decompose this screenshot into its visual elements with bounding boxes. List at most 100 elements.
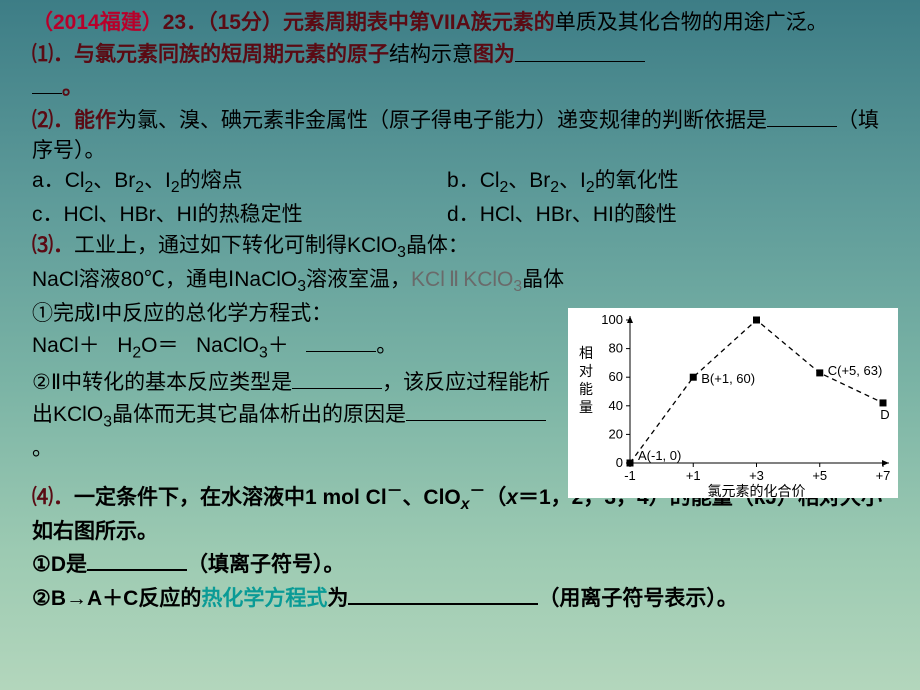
- opt-a-tail: 的熔点: [180, 169, 243, 192]
- q2-opt-b: b．Cl2、Br2、I2的氧化性: [447, 166, 679, 200]
- eq-c: O＝: [141, 334, 178, 357]
- q4-sub1-b: （填离子符号）。: [187, 553, 345, 576]
- svg-text:80: 80: [609, 341, 623, 356]
- q2-text-b: 为氯、溴、碘元素非金属性（原子得电子能力）递变规律的判断依据是: [116, 109, 767, 132]
- q4-sub2-blank: [348, 581, 538, 605]
- q3-sub1: ①完成Ⅰ中反应的总化学方程式：: [32, 299, 552, 329]
- chart-svg: 0 20 40 60 80 100 -1 +1 +3 +5 +7 相对能量氯元素的化合价 A(-1, 0…: [568, 308, 898, 498]
- q4-sub1-a: ①D是: [32, 553, 87, 576]
- intro-text-1: 元素周期表中第VIIA族元素的: [283, 11, 555, 34]
- q4-text-b: 、ClO: [402, 486, 460, 509]
- q3-sub2-a: ②Ⅱ中转化的基本反应类型是: [32, 371, 292, 394]
- svg-text:A(-1, 0): A(-1, 0): [638, 448, 681, 463]
- q3-sub2-blank2: [406, 398, 546, 421]
- svg-text:+3: +3: [749, 468, 764, 483]
- question-header: （2014福建）23．（15分）元素周期表中第VIIA族元素的单质及其化合物的用…: [32, 8, 888, 38]
- opt-a-pref: a．: [32, 169, 65, 192]
- q1-text-b: 结构示意: [389, 44, 473, 67]
- q3-text-a: 工业上，通过如下转化可制得KClO: [74, 234, 397, 257]
- svg-text:0: 0: [616, 455, 623, 470]
- q4-text-a: 一定条件下，在水溶液中1 mol Cl: [74, 486, 387, 509]
- q3-sub2-tail: 。: [32, 437, 53, 460]
- q3-flow: NaCl溶液80℃，通电ⅠNaClO3溶液室温，KClⅡKClO3晶体: [32, 265, 888, 299]
- svg-text:+7: +7: [876, 468, 891, 483]
- q4-sub2-a: ②B→A＋C反应的: [32, 587, 201, 610]
- svg-text:氯元素的化合价: 氯元素的化合价: [708, 483, 806, 498]
- q4-sub1-blank: [87, 547, 187, 571]
- q3-sub2-b: ，: [382, 371, 403, 394]
- eq-blank: [306, 329, 376, 352]
- eq-tail: 。: [376, 334, 397, 357]
- opt-c-pref: c．: [32, 203, 64, 226]
- q2-opt-c: c．HCl、HBr、HI的热稳定性: [32, 200, 447, 230]
- q3-sub1-label: ①完成Ⅰ中反应的总化学方程式：: [32, 302, 332, 325]
- q2-text-a: 能作: [74, 109, 116, 132]
- question-3: ⑶．工业上，通过如下转化可制得KClO3晶体：: [32, 231, 888, 265]
- svg-text:+5: +5: [812, 468, 827, 483]
- svg-text:D: D: [880, 407, 889, 422]
- q1-blank2: [32, 71, 62, 94]
- eq-e: ＋: [268, 334, 289, 357]
- q4-sub2-d: （用离子符号表示）。: [538, 587, 738, 610]
- energy-chart: 0 20 40 60 80 100 -1 +1 +3 +5 +7 相对能量氯元素的化合价 A(-1, 0…: [568, 308, 898, 498]
- opt-c-body: HCl、HBr、HI的热稳定性: [64, 203, 303, 226]
- svg-text:+1: +1: [686, 468, 701, 483]
- source-label: （2014福建）: [32, 11, 163, 34]
- opt-a-cl: Cl: [65, 169, 85, 192]
- q4-sub2-b: 热化学方程式: [201, 587, 327, 610]
- question-1: ⑴．与氯元素同族的短周期元素的原子结构示意图为。: [32, 38, 888, 103]
- opt-b-tail: 的氧化性: [595, 169, 679, 192]
- svg-text:B(+1, 60): B(+1, 60): [701, 371, 755, 386]
- q2-blank: [767, 104, 837, 127]
- q3-sub2: ②Ⅱ中转化的基本反应类型是，该反应过程能析出KClO3晶体而无其它晶体析出的原因…: [32, 366, 552, 465]
- question-number: 23．: [163, 11, 207, 34]
- q4-sub2-c: 为: [327, 587, 348, 610]
- q4-label: ⑷．: [32, 486, 74, 509]
- opt-d-body: HCl、HBr、HI的酸性: [480, 203, 677, 226]
- q3-text-a2: 晶体：: [406, 234, 469, 257]
- q3-flow-b: 溶液室温，: [306, 268, 411, 291]
- opt-a-br: 、Br: [93, 169, 135, 192]
- points-label: （15分）: [207, 11, 283, 34]
- q3-sub2-d: 晶体而无其它晶体析出的原因是: [112, 403, 406, 426]
- svg-text:C(+5, 63): C(+5, 63): [828, 363, 883, 378]
- q2-options-row2: c．HCl、HBr、HI的热稳定性 d．HCl、HBr、HI的酸性: [32, 200, 888, 230]
- eq-b: H: [117, 334, 132, 357]
- intro-text-2: 单质及其化合物的用途广泛。: [555, 11, 828, 34]
- q1-text-a: 与氯元素同族的短周期元素的原子: [74, 44, 389, 67]
- q3-sub2-blank1: [292, 366, 382, 389]
- q3-flow-a: NaCl溶液80℃，通电ⅠNaClO: [32, 268, 297, 291]
- q4-sub1: ①D是 （填离子符号）。: [32, 547, 888, 581]
- opt-d-pref: d．: [447, 203, 480, 226]
- q3-flow-c: KCl: [411, 268, 445, 291]
- q2-opt-d: d．HCl、HBr、HI的酸性: [447, 200, 677, 230]
- q1-label: ⑴．: [32, 44, 74, 67]
- svg-text:20: 20: [609, 426, 623, 441]
- q2-options-row1: a．Cl2、Br2、I2的熔点 b．Cl2、Br2、I2的氧化性: [32, 166, 888, 200]
- q3-equation: NaCl＋ H2O＝ NaClO3＋ 。: [32, 329, 552, 365]
- q4-sub2: ②B→A＋C反应的热化学方程式为 （用离子符号表示）。: [32, 581, 888, 615]
- question-2: ⑵．能作为氯、溴、碘元素非金属性（原子得电子能力）递变规律的判断依据是（填序号）…: [32, 104, 888, 167]
- q2-opt-a: a．Cl2、Br2、I2的熔点: [32, 166, 447, 200]
- q1-blank1: [515, 38, 645, 61]
- svg-text:-1: -1: [624, 468, 636, 483]
- q3-flow-e: 晶体: [522, 268, 564, 291]
- svg-text:能: 能: [579, 381, 593, 397]
- opt-b-pref: b．: [447, 169, 480, 192]
- opt-b-br: 、Br: [508, 169, 550, 192]
- svg-text:对: 对: [579, 363, 593, 379]
- svg-text:相: 相: [579, 345, 593, 361]
- svg-text:60: 60: [609, 369, 623, 384]
- svg-text:100: 100: [601, 312, 623, 327]
- q1-text-c: 图为: [473, 44, 515, 67]
- svg-text:40: 40: [609, 398, 623, 413]
- opt-a-i: 、I: [144, 169, 171, 192]
- q2-label: ⑵．: [32, 109, 74, 132]
- opt-b-cl: Cl: [480, 169, 500, 192]
- q3-flow-sep: Ⅱ: [449, 268, 459, 291]
- q3-flow-d: KClO: [463, 268, 513, 291]
- q1-tail: 。: [62, 76, 83, 99]
- q4-text-c: （: [485, 486, 506, 509]
- svg-text:量: 量: [579, 399, 593, 415]
- q3-label: ⑶．: [32, 234, 74, 257]
